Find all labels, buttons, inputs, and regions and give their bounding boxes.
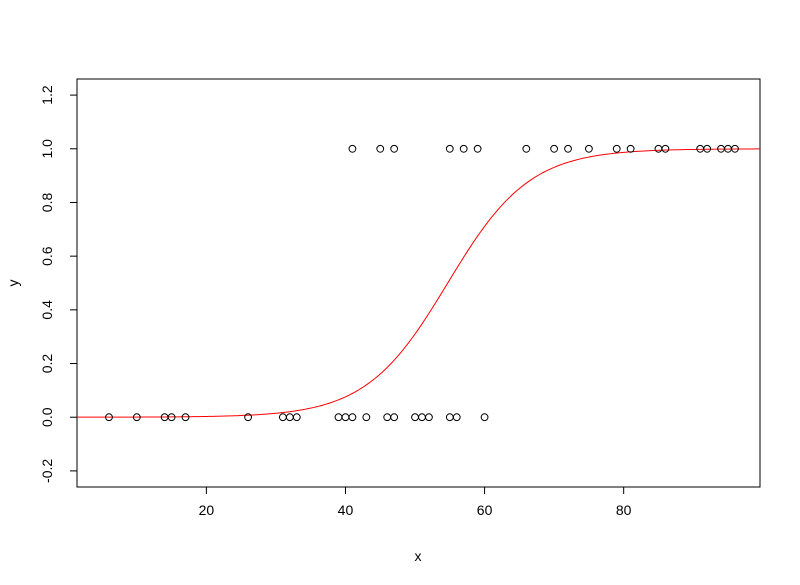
data-point bbox=[480, 413, 489, 422]
x-tick-label: 60 bbox=[477, 502, 493, 518]
data-point bbox=[473, 144, 482, 153]
data-point bbox=[696, 144, 705, 153]
data-points bbox=[105, 144, 739, 422]
data-point bbox=[181, 413, 190, 422]
y-tick-label: 0.2 bbox=[39, 354, 55, 374]
x-tick-label: 80 bbox=[616, 502, 632, 518]
y-tick-label: 0.0 bbox=[39, 407, 55, 427]
plot-frame bbox=[76, 78, 761, 488]
y-tick-label: 0.8 bbox=[39, 193, 55, 213]
data-point bbox=[244, 413, 252, 422]
data-point bbox=[348, 144, 357, 153]
data-point bbox=[334, 413, 343, 422]
data-point bbox=[445, 144, 454, 153]
y-tick-label: 0.6 bbox=[39, 246, 55, 266]
data-point bbox=[132, 413, 141, 422]
data-point bbox=[390, 413, 399, 422]
data-point bbox=[661, 144, 670, 153]
data-point bbox=[278, 413, 287, 422]
data-point bbox=[445, 413, 454, 422]
data-point bbox=[452, 413, 461, 422]
data-point bbox=[564, 144, 572, 153]
x-axis-title: x bbox=[415, 548, 422, 564]
x-tick-label: 40 bbox=[338, 502, 354, 518]
data-point bbox=[550, 144, 559, 153]
data-point bbox=[418, 413, 426, 422]
data-point bbox=[425, 413, 433, 422]
y-axis-title: y bbox=[5, 280, 21, 287]
data-point bbox=[390, 144, 399, 153]
data-point bbox=[362, 413, 371, 422]
data-point bbox=[654, 144, 663, 153]
y-axis: -0.2 0.0 0.2 0.4 0.6 0.8 1.0 1.2 bbox=[39, 85, 77, 483]
y-tick-label: 1.0 bbox=[39, 139, 55, 159]
data-point bbox=[292, 413, 301, 422]
data-point bbox=[731, 144, 739, 153]
data-point bbox=[383, 413, 392, 422]
data-point bbox=[522, 144, 531, 153]
fitted-logistic-curve bbox=[77, 148, 761, 418]
data-point bbox=[285, 413, 294, 422]
data-point bbox=[703, 144, 712, 153]
data-point bbox=[626, 144, 635, 153]
data-point bbox=[348, 413, 357, 422]
data-point bbox=[105, 413, 113, 422]
data-point bbox=[341, 413, 350, 422]
data-point bbox=[585, 144, 593, 153]
y-tick-label: 1.2 bbox=[39, 85, 55, 105]
data-point bbox=[376, 144, 385, 153]
x-axis: 20 40 60 80 bbox=[199, 487, 632, 518]
data-point bbox=[612, 144, 621, 153]
data-point bbox=[411, 413, 419, 422]
data-point bbox=[459, 144, 468, 153]
x-tick-label: 20 bbox=[199, 502, 215, 518]
y-tick-label: -0.2 bbox=[39, 459, 55, 483]
data-point bbox=[167, 413, 176, 422]
y-tick-label: 0.4 bbox=[39, 300, 55, 320]
